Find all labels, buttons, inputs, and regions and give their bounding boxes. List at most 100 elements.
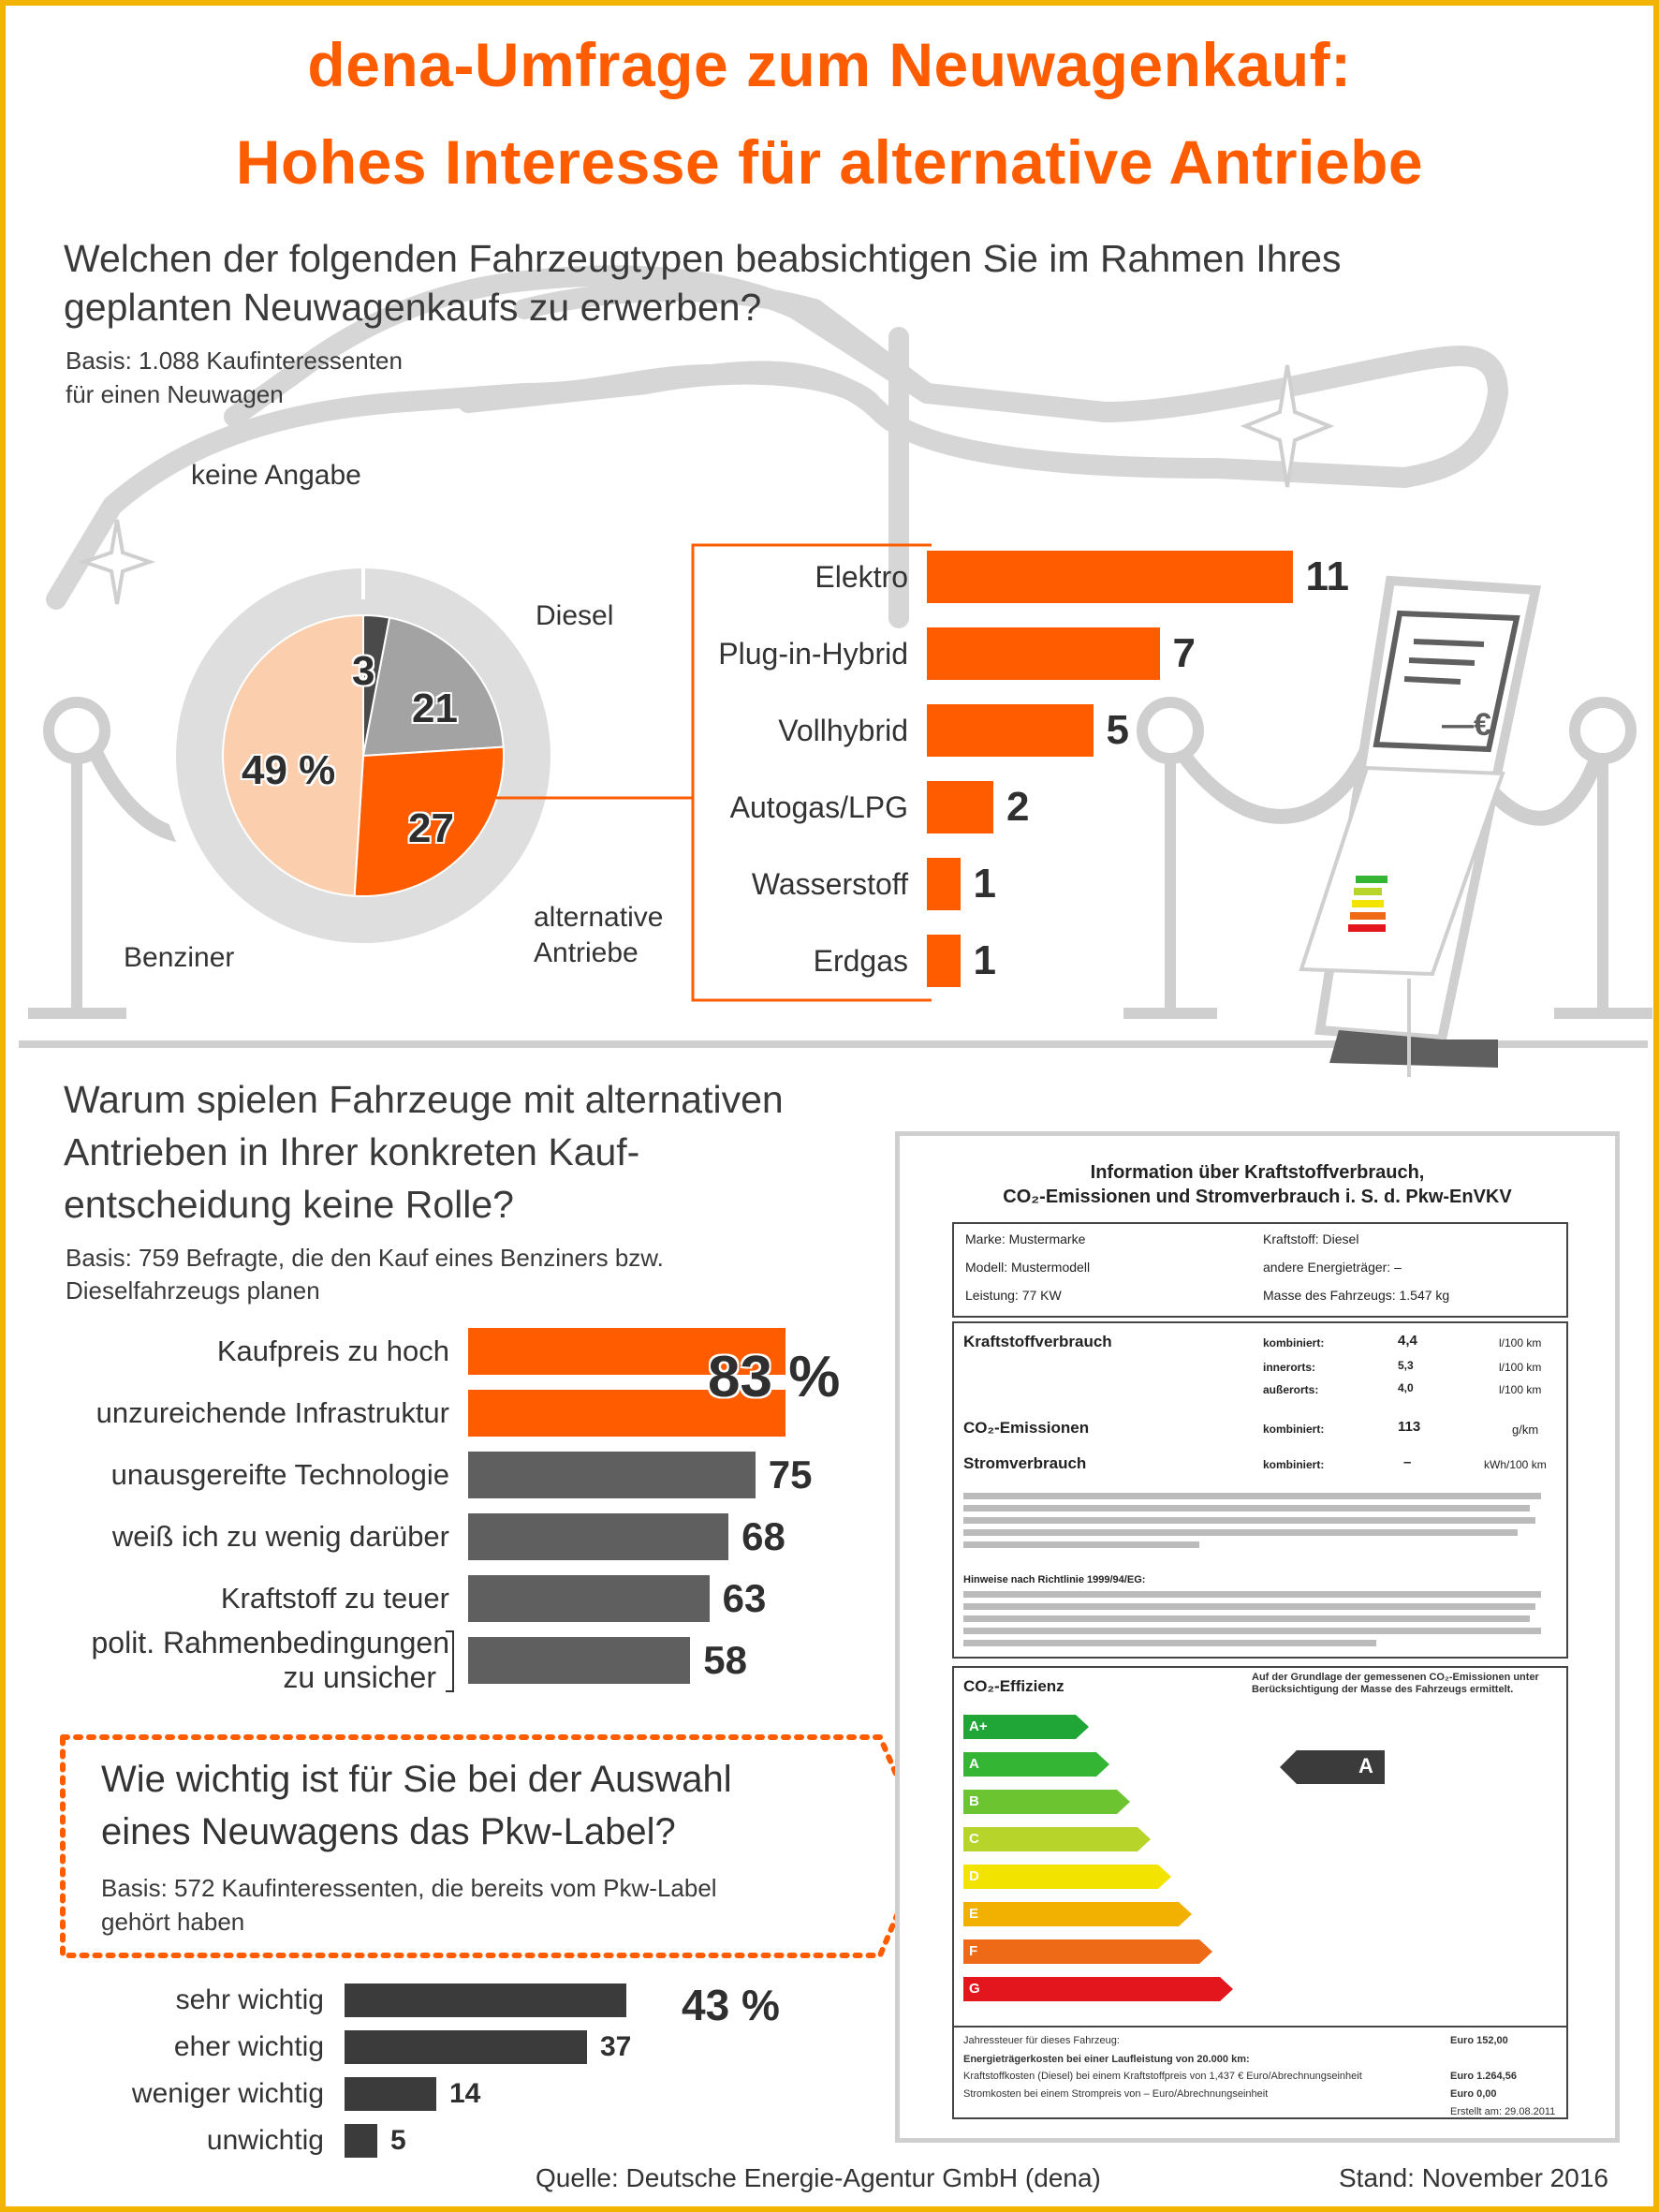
pie-slice-alternative-antriebe bbox=[353, 745, 505, 897]
alternative-drive-bar bbox=[927, 627, 1160, 680]
pie-label-diesel: Diesel bbox=[536, 600, 614, 631]
label-co2: CO₂-Emissionen bbox=[963, 1419, 1090, 1437]
label-importance-bar bbox=[345, 1983, 626, 2017]
efficiency-class-a: A bbox=[963, 1752, 1111, 1781]
label-steuer-value: Euro 152,00 bbox=[1450, 2035, 1508, 2046]
alternative-drive-bar bbox=[927, 551, 1293, 603]
efficiency-class-b: B bbox=[963, 1790, 1132, 1819]
reason-bar bbox=[468, 1575, 710, 1622]
label-cost-divider bbox=[954, 2026, 1566, 2028]
title-line-1: dena-Umfrage zum Neuwagenkauf: bbox=[307, 30, 1352, 99]
polit-label-line-1: polit. Rahmenbedingungen bbox=[91, 1626, 449, 1659]
label-effizienz: CO₂-Effizienz bbox=[963, 1677, 1064, 1695]
label-heading-line-2: CO₂-Emissionen und Stromverbrauch i. S. … bbox=[1003, 1187, 1512, 1207]
q1-basis-line-1: Basis: 1.088 Kaufinteressenten bbox=[66, 347, 403, 375]
efficiency-class-letter: G bbox=[969, 1981, 980, 1997]
pie-value-keine-angabe: 3 bbox=[352, 648, 375, 694]
label-effizienz-note: Auf der Grundlage der gemessenen CO₂-Emi… bbox=[1252, 1672, 1539, 1695]
label-co2-unit: g/km bbox=[1512, 1423, 1539, 1437]
efficiency-class-letter: A bbox=[969, 1756, 979, 1772]
svg-text:—€: —€ bbox=[1442, 707, 1491, 743]
label-unit-2: l/100 km bbox=[1499, 1361, 1542, 1374]
label-importance-value: 14 bbox=[449, 2077, 481, 2109]
label-importance-bar bbox=[345, 2030, 587, 2064]
alternative-drive-label: Vollhybrid bbox=[778, 713, 908, 747]
label-strom: Stromverbrauch bbox=[963, 1454, 1087, 1472]
alternative-drive-label: Autogas/LPG bbox=[729, 789, 908, 824]
reason-bar bbox=[468, 1637, 691, 1684]
reasons-top-value: 83 % bbox=[708, 1345, 841, 1409]
label-modell: Modell: Mustermodell bbox=[965, 1260, 1091, 1275]
q3-basis-line-1: Basis: 572 Kaufinteressenten, die bereit… bbox=[101, 1874, 717, 1902]
efficiency-rating-marker bbox=[1280, 1750, 1385, 1784]
label-kraftstoffkosten: Kraftstoffkosten (Diesel) bei einem Kraf… bbox=[963, 2071, 1362, 2082]
pie-slice-benziner bbox=[222, 613, 364, 897]
q3-question-line-2: eines Neuwagens das Pkw-Label? bbox=[101, 1811, 676, 1852]
label-erstellt: Erstellt am: 29.08.2011 bbox=[1450, 2106, 1556, 2117]
q2-question-line-1: Warum spielen Fahrzeuge mit alternativen bbox=[64, 1078, 784, 1121]
label-leistung: Leistung: 77 KW bbox=[965, 1288, 1062, 1303]
title-line-2: Hohes Interesse für alternative Antriebe bbox=[235, 127, 1424, 197]
label-strom-value: – bbox=[1403, 1454, 1412, 1470]
alternative-drive-value: 2 bbox=[1006, 783, 1030, 830]
efficiency-class-letter: C bbox=[969, 1831, 979, 1847]
q1-question-line-2: geplanten Neuwagenkaufs zu erwerben? bbox=[64, 286, 762, 329]
reason-label: unausgereifte Technologie bbox=[110, 1458, 449, 1492]
efficiency-class-e: E bbox=[963, 1902, 1194, 1931]
alternative-drive-bar bbox=[927, 935, 961, 987]
source-note: Quelle: Deutsche Energie-Agentur GmbH (d… bbox=[536, 2163, 1101, 2192]
reason-label: weiß ich zu wenig darüber bbox=[111, 1520, 449, 1554]
pie-slice-diesel bbox=[361, 616, 505, 758]
alternative-drive-label: Erdgas bbox=[813, 943, 908, 978]
label-kraftstoffkosten-value: Euro 1.264,56 bbox=[1450, 2071, 1517, 2082]
label-importance-label: eher wichtig bbox=[173, 2030, 324, 2062]
label-unit-3: l/100 km bbox=[1499, 1383, 1542, 1396]
label-importance-value: 5 bbox=[390, 2124, 406, 2156]
label-strom-kombiniert: kombiniert: bbox=[1263, 1458, 1325, 1471]
efficiency-class-letter: B bbox=[969, 1793, 979, 1809]
label-vehicle-box: Marke: Mustermarke Modell: Mustermodell … bbox=[952, 1222, 1568, 1318]
label-importance-label: weniger wichtig bbox=[131, 2077, 324, 2109]
q3-question-line-1: Wie wichtig ist für Sie bei der Auswahl bbox=[101, 1759, 732, 1800]
reason-label: unzureichende Infrastruktur bbox=[95, 1396, 449, 1430]
label-verbrauch: Kraftstoffverbrauch bbox=[963, 1333, 1112, 1350]
label-andere: andere Energieträger: – bbox=[1263, 1260, 1402, 1275]
label-masse: Masse des Fahrzeugs: 1.547 kg bbox=[1263, 1288, 1450, 1303]
reason-value: 63 bbox=[722, 1575, 767, 1620]
label-importance-label: sehr wichtig bbox=[175, 1983, 324, 2015]
label-note-heading: Hinweise nach Richtlinie 1999/94/EG: bbox=[963, 1574, 1146, 1585]
label-heading-line-1: Information über Kraftstoffverbrauch, bbox=[1090, 1162, 1425, 1183]
efficiency-class-c: C bbox=[963, 1827, 1152, 1856]
pie-label-benziner: Benziner bbox=[124, 942, 235, 973]
label-importance-bar bbox=[345, 2077, 436, 2111]
label-co2-value: 113 bbox=[1398, 1419, 1421, 1435]
pie-label-alternative-line-2: Antriebe bbox=[534, 937, 639, 968]
reason-value: 75 bbox=[768, 1452, 813, 1497]
pie-label-alternative-line-1: alternative bbox=[534, 902, 664, 933]
label-kraftstoff: Kraftstoff: Diesel bbox=[1263, 1231, 1359, 1246]
alternative-drive-bar bbox=[927, 781, 993, 833]
polit-label-line-2: zu unsicher bbox=[283, 1660, 436, 1694]
pie-value-diesel: 21 bbox=[412, 686, 458, 731]
reason-value: 58 bbox=[703, 1637, 747, 1682]
label-unit-1: l/100 km bbox=[1499, 1336, 1542, 1349]
reason-bar bbox=[468, 1452, 756, 1498]
label-v-ausser: 4,0 bbox=[1398, 1381, 1414, 1394]
efficiency-class-letter: D bbox=[969, 1868, 979, 1884]
alternative-drive-label: Plug-in-Hybrid bbox=[718, 636, 908, 671]
label-v-inner: 5,3 bbox=[1398, 1359, 1414, 1372]
label-importance-bar bbox=[345, 2124, 377, 2158]
pie-chart bbox=[157, 543, 569, 962]
q2-question-line-2: Antrieben in Ihrer konkreten Kauf- bbox=[64, 1130, 640, 1173]
label-steuer: Jahressteuer für dieses Fahrzeug: bbox=[963, 2035, 1120, 2046]
alternative-drive-value: 1 bbox=[973, 936, 996, 983]
pkw-label-card: Information über Kraftstoffverbrauch, CO… bbox=[895, 1131, 1620, 2143]
pie-value-benziner: 49 % bbox=[242, 747, 336, 793]
label-top-value: 43 % bbox=[682, 1981, 780, 2029]
pie-label-keine-angabe: keine Angabe bbox=[191, 460, 361, 491]
label-energie: Energieträgerkosten bei einer Laufleistu… bbox=[963, 2054, 1250, 2065]
reason-value: 68 bbox=[741, 1513, 785, 1558]
alternative-drive-bar bbox=[927, 858, 961, 910]
q1-question-line-1: Welchen der folgenden Fahrzeugtypen beab… bbox=[64, 237, 1342, 280]
q1-basis-line-2: für einen Neuwagen bbox=[66, 380, 284, 408]
